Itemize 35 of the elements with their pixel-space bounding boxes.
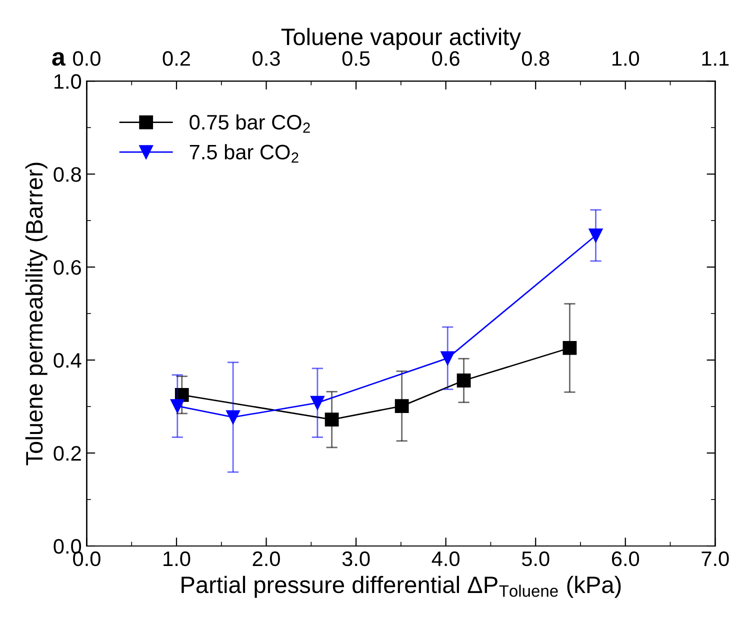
y-tick-label: 0.6 <box>54 260 81 275</box>
y-tick-label: 1.0 <box>54 74 82 89</box>
point <box>456 374 471 388</box>
point <box>588 228 603 242</box>
x2-tick-label: 0.6 <box>432 51 460 66</box>
x-tick-label: 4.0 <box>432 551 460 566</box>
x2-axis-title: Toluene vapour activity <box>281 28 521 50</box>
legend-label: 7.5 bar CO$_{2}$ <box>190 144 298 163</box>
y-axis-title: Toluene permeability (Barrer) <box>25 162 48 466</box>
x-tick-label: 2.0 <box>252 551 280 566</box>
y-tick-label: 0.4 <box>54 353 82 368</box>
x2-tick-label: 0.2 <box>162 51 190 66</box>
y-tick-label: 0.2 <box>54 446 81 461</box>
x2-tick-label: 0.3 <box>252 51 280 66</box>
x-tick-label: 5.0 <box>522 551 550 566</box>
legend-label: 0.75 bar CO$_{2}$ <box>190 114 310 133</box>
x-tick-label: 7.0 <box>702 551 729 566</box>
point <box>226 410 240 424</box>
point <box>324 412 339 426</box>
x-tick-label: 3.0 <box>342 551 370 566</box>
x2-tick-label: 0.5 <box>342 51 370 66</box>
x2-tick-label: 0.8 <box>522 51 550 66</box>
point <box>310 396 324 410</box>
point <box>440 351 455 366</box>
x2-tick-label: 1.1 <box>702 51 729 66</box>
x-tick-label: 1.0 <box>164 551 190 566</box>
x2-tick-label: 1.0 <box>612 51 640 66</box>
x-tick-label: 6.0 <box>612 551 640 566</box>
y-tick-label: 0.8 <box>54 167 81 182</box>
point <box>170 399 184 414</box>
point <box>562 341 577 355</box>
point <box>394 399 409 414</box>
x2-tick-label: 0.0 <box>73 51 100 66</box>
x-axis-title: Partial pressure differential ΔP$_{Toluene}$ (kPa) <box>182 576 621 598</box>
text: a <box>52 52 66 66</box>
